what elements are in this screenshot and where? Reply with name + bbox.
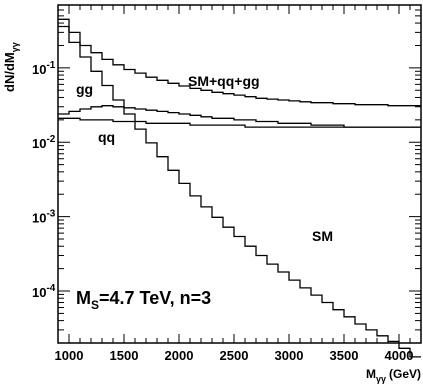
- axis-ticks: [58, 5, 422, 344]
- y-tick-label: 10-4: [32, 283, 56, 300]
- x-axis-label-unit: (GeV): [389, 367, 421, 381]
- series-layer: [58, 18, 421, 358]
- y-tick-label: 10-1: [32, 60, 56, 77]
- series-sm-qq-gg-line: [58, 18, 421, 107]
- x-tick-label: 3500: [330, 348, 359, 363]
- series-qq-line: [58, 117, 421, 128]
- x-axis-label-sub: γγ: [376, 374, 386, 384]
- x-tick-label: 3000: [275, 348, 304, 363]
- x-tick-label: 2500: [220, 348, 249, 363]
- annotation-params-sub: S: [91, 298, 99, 312]
- annotation-total: SM+qq+gg: [188, 73, 260, 89]
- x-axis-label: Mγγ (GeV): [366, 367, 421, 384]
- annotation-params-main: M: [76, 288, 91, 308]
- y-axis-label-sub: γγ: [10, 42, 20, 52]
- y-tick-labels: 10-4 10-3 10-2 10-1: [32, 60, 56, 300]
- annotation-sm: SM: [312, 228, 333, 244]
- annotation-params: MS=4.7 TeV, n=3: [76, 288, 211, 312]
- x-tick-label: 2000: [165, 348, 194, 363]
- y-tick-label: 10-2: [32, 134, 56, 151]
- x-tick-labels: 1000 1500 2000 2500 3000 3500 4000: [55, 348, 414, 363]
- x-tick-label: 4000: [385, 348, 414, 363]
- annotation-qq: qq: [98, 129, 115, 145]
- annotation-params-rest: =4.7 TeV, n=3: [99, 288, 211, 308]
- x-tick-label: 1000: [55, 348, 84, 363]
- y-axis-label-main: dN/dM: [2, 52, 17, 92]
- annotation-gg: gg: [76, 81, 93, 97]
- x-tick-label: 1500: [110, 348, 139, 363]
- series-gg-line: [58, 105, 421, 128]
- plot-frame: [57, 4, 422, 344]
- y-axis-label: dN/dMγγ: [2, 42, 20, 92]
- x-axis-label-main: M: [366, 367, 376, 381]
- series-sm-line: [58, 25, 421, 358]
- y-tick-label: 10-3: [32, 209, 56, 226]
